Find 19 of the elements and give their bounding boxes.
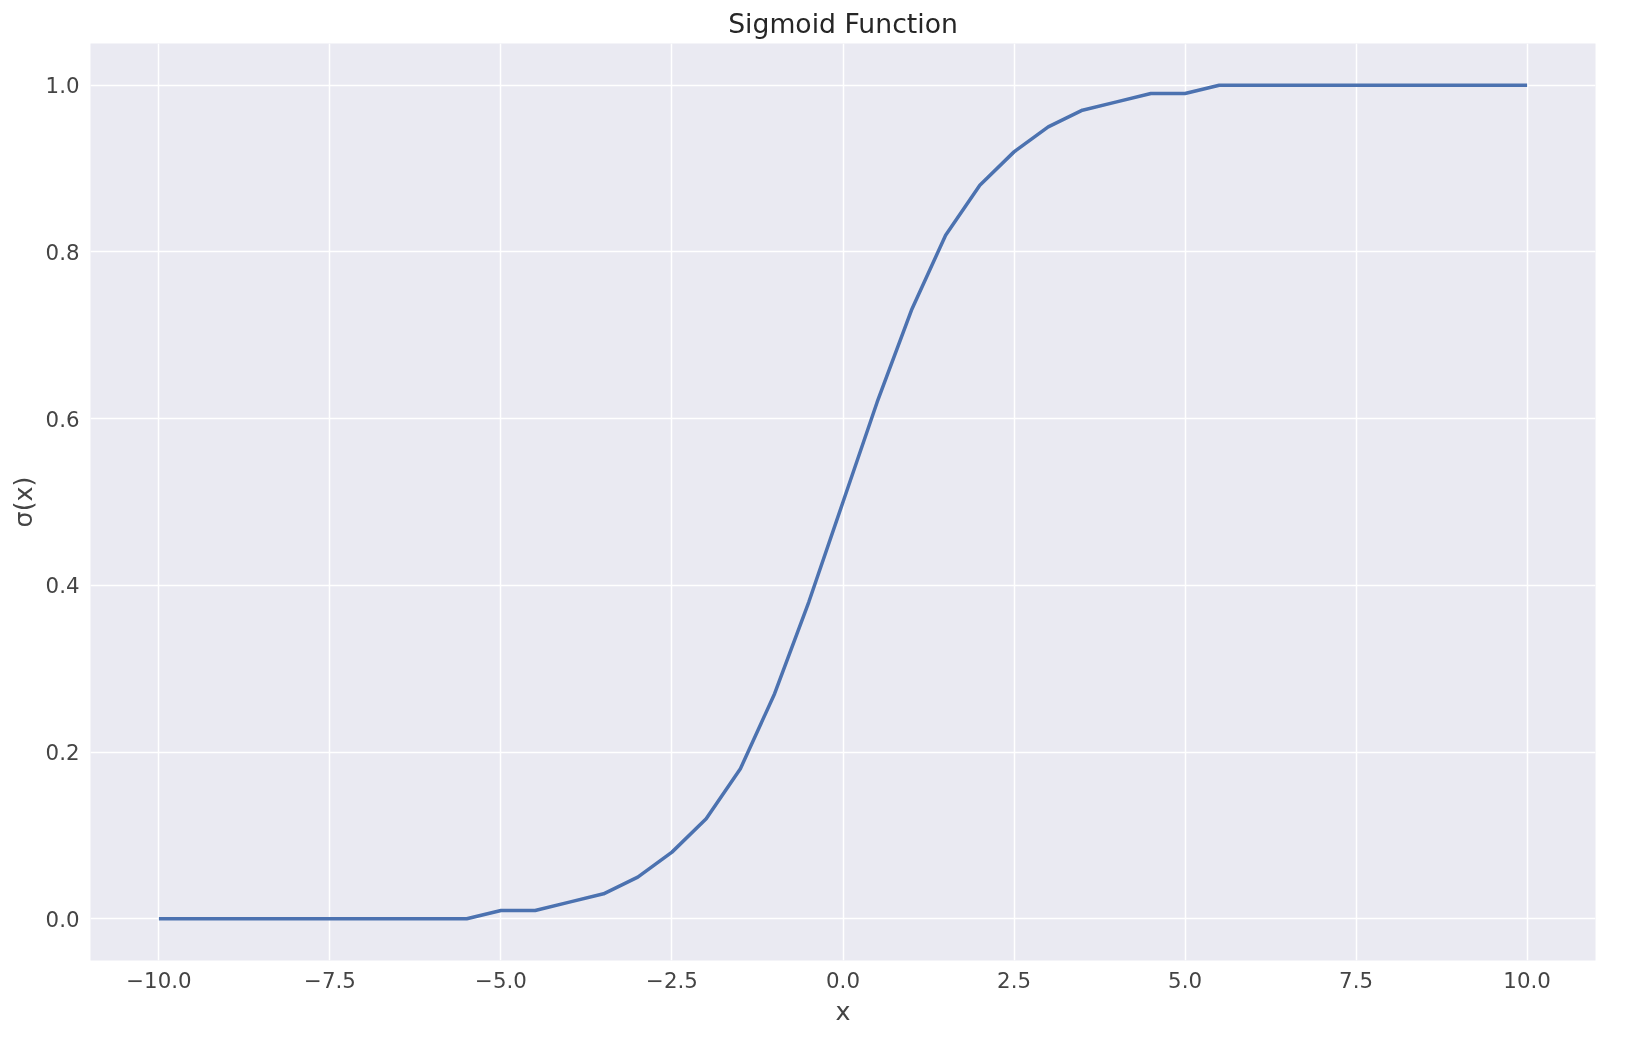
x-tick-label: −10.0 [126, 967, 192, 993]
y-tick-label: 0.0 [45, 906, 80, 932]
chart-title: Sigmoid Function [728, 7, 958, 39]
y-tick-label: 0.2 [45, 740, 80, 766]
y-tick-label: 0.4 [45, 573, 80, 599]
y-tick-label: 0.8 [45, 239, 80, 265]
x-tick-label: 2.5 [997, 967, 1031, 993]
x-tick-label: 0.0 [826, 967, 860, 993]
y-tick-label: 0.6 [45, 406, 80, 432]
x-tick-label: −7.5 [304, 967, 356, 993]
y-tick-label: 1.0 [45, 73, 80, 99]
x-tick-label: −2.5 [646, 967, 698, 993]
x-tick-label: −5.0 [475, 967, 527, 993]
y-axis-title: σ(x) [7, 476, 38, 528]
x-tick-label: 10.0 [1503, 967, 1551, 993]
line-series [157, 83, 1529, 921]
x-axis-title: x [835, 995, 851, 1026]
x-tick-label: 5.0 [1168, 967, 1203, 993]
x-tick-label: 7.5 [1339, 967, 1374, 993]
